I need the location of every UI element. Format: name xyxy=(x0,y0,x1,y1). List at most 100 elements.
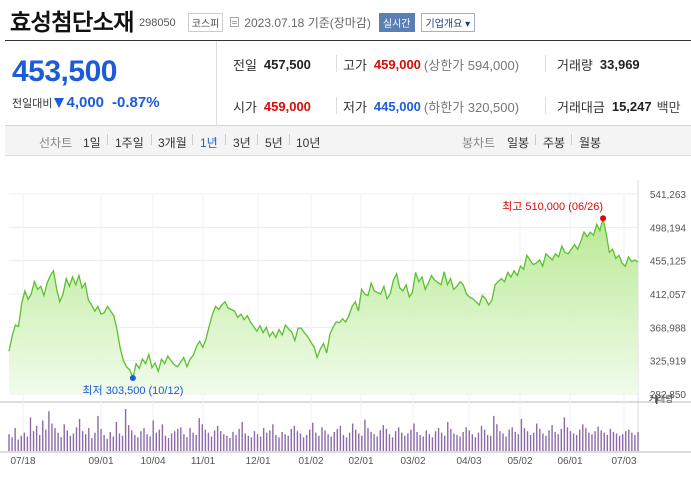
volume-bar xyxy=(124,409,127,451)
volume-bar xyxy=(281,431,283,451)
volume-bar xyxy=(272,424,274,451)
volume-bar xyxy=(269,430,271,451)
line-chart-header: 선차트 xyxy=(39,136,73,150)
volume-bar xyxy=(137,437,139,451)
volume-bar xyxy=(382,425,385,451)
period-5y[interactable]: 5년 xyxy=(265,136,283,150)
volume-bar xyxy=(134,434,136,451)
amount-label: 거래대금 xyxy=(557,100,605,115)
volume-bar xyxy=(600,430,602,451)
volume-bar xyxy=(17,439,19,451)
volume-bar xyxy=(91,438,93,451)
volume-bar xyxy=(223,434,225,451)
volume-bar xyxy=(26,436,29,451)
volume-bar xyxy=(493,415,495,451)
volume-bar xyxy=(606,434,609,451)
volume-bar xyxy=(85,434,87,451)
volume-bar xyxy=(597,426,599,451)
volume-bar xyxy=(339,425,342,451)
volume-bar xyxy=(609,428,612,451)
volume-bar xyxy=(315,432,317,451)
volume-bar xyxy=(615,433,618,451)
volume-bar xyxy=(57,432,59,451)
amount-unit: 백만 xyxy=(656,100,681,115)
volume-bar xyxy=(293,425,296,451)
volume-bar xyxy=(471,434,474,451)
volume-bar xyxy=(32,431,35,451)
x-tick-label: 04/03 xyxy=(456,456,481,467)
volume-bar xyxy=(447,421,449,451)
period-10y[interactable]: 10년 xyxy=(296,136,321,150)
volume-bar xyxy=(121,435,124,451)
volume-bar xyxy=(416,431,418,451)
volume-bar xyxy=(345,437,348,451)
volume-bar xyxy=(440,432,443,451)
down-triangle-icon xyxy=(54,97,65,108)
candle-weekly[interactable]: 주봉 xyxy=(543,136,566,150)
period-1w[interactable]: 1주일 xyxy=(115,136,144,150)
volume-bar xyxy=(542,433,544,451)
volume-bar xyxy=(404,435,406,451)
period-1y[interactable]: 1년 xyxy=(200,136,218,150)
volume-bar xyxy=(88,428,90,451)
trade-volume: 거래량 33,969 xyxy=(557,55,640,74)
period-3m[interactable]: 3개월 xyxy=(158,136,187,150)
volume-bar xyxy=(563,417,566,451)
volume-bar xyxy=(42,420,44,451)
realtime-button[interactable]: 실시간 xyxy=(378,12,415,32)
volume-bar xyxy=(296,431,299,451)
volume-bar xyxy=(348,432,351,451)
price-chart: 541,263 498,194 455,125 412,057 368,988 325,9… xyxy=(0,180,691,467)
volume-bar xyxy=(226,435,228,451)
volume-bar xyxy=(477,432,480,451)
volume-bar xyxy=(327,434,329,451)
company-overview-button[interactable]: 기업개요 ▾ xyxy=(420,12,476,32)
volume-bar xyxy=(115,421,118,451)
upper-limit: (상한가 594,000) xyxy=(423,58,520,73)
period-3y[interactable]: 3년 xyxy=(233,136,251,150)
prev-close-label: 전일 xyxy=(233,58,257,73)
volume-bar xyxy=(186,437,188,451)
open-value: 459,000 xyxy=(263,99,311,114)
volume-bar xyxy=(131,430,133,451)
volume-bar xyxy=(14,428,16,451)
volume-bar xyxy=(499,431,501,451)
chevron-down-icon: ▾ xyxy=(465,18,471,30)
volume-bar xyxy=(634,434,636,451)
stock-name: 효성첨단소재 xyxy=(10,9,134,35)
volume-bar xyxy=(75,427,78,451)
volume-bar xyxy=(262,428,265,451)
volume-bar xyxy=(511,427,513,451)
volume-bar xyxy=(170,433,173,451)
volume-bar xyxy=(437,428,440,451)
price-line xyxy=(8,218,639,381)
volume-bar xyxy=(459,436,461,451)
prev-close-value: 457,500 xyxy=(263,57,311,72)
volume-bar xyxy=(278,437,280,451)
y-tick-label: 498,194 xyxy=(650,223,687,234)
change-amount: 4,000 xyxy=(66,94,105,111)
volume-bar xyxy=(305,434,308,451)
y-tick-label: 282,850 xyxy=(650,390,687,401)
change-line: 전일대비 4,000 -0.87% xyxy=(12,94,160,111)
volume-bar xyxy=(241,421,243,451)
volume-bar xyxy=(419,434,421,451)
volume-bar xyxy=(330,436,332,451)
open-label: 시가 xyxy=(233,100,257,115)
volume-bar xyxy=(180,427,182,451)
volume-bar xyxy=(496,424,498,451)
volume-bar xyxy=(579,429,581,451)
period-1d[interactable]: 1일 xyxy=(83,136,101,150)
volume-bar xyxy=(299,433,302,451)
volume-bar xyxy=(342,434,345,451)
volume-bar xyxy=(20,435,22,451)
candle-daily[interactable]: 일봉 xyxy=(507,136,530,150)
volume-bar xyxy=(164,435,167,451)
x-tick-label: 07/03 xyxy=(611,456,636,467)
x-tick-label: 05/02 xyxy=(507,456,532,467)
x-tick-label: 06/01 xyxy=(557,456,582,467)
volume-bar xyxy=(8,434,10,451)
candle-monthly[interactable]: 월봉 xyxy=(579,136,602,150)
document-icon[interactable] xyxy=(230,17,240,27)
high-value: 459,000 xyxy=(373,57,421,72)
